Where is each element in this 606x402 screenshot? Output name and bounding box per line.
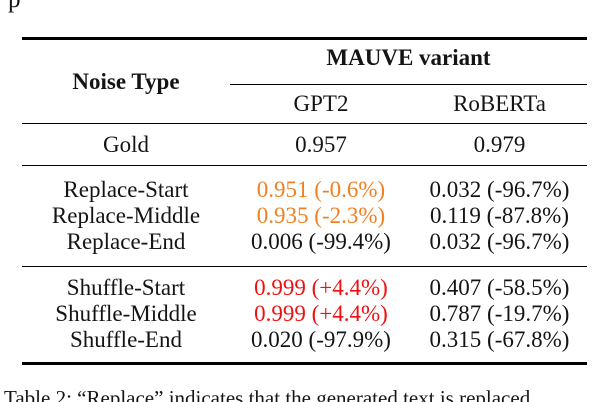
- gpt2-value-cell: 0.999 (+4.4%): [254, 275, 388, 300]
- roberta-value-cell: 0.787 (-19.7%): [429, 301, 570, 326]
- roberta-value-cell: 0.315 (-67.8%): [429, 327, 570, 352]
- noise-type-cell: Shuffle-Middle: [55, 301, 197, 326]
- noise-type-cell: Shuffle-Start: [66, 275, 186, 300]
- table-row: Shuffle-End 0.020 (-97.9%) 0.315 (-67.8%…: [22, 327, 587, 353]
- table-rule-below-gold: [22, 165, 587, 167]
- clipped-text-fragment: p: [8, 0, 21, 12]
- column-header-roberta: RoBERTa: [453, 91, 546, 116]
- column-header-gpt2: GPT2: [293, 91, 349, 116]
- gpt2-value-cell: 0.957: [295, 131, 347, 157]
- roberta-value-cell: 0.032 (-96.7%): [429, 177, 570, 202]
- noise-type-cell: Replace-End: [66, 229, 186, 254]
- table-cmidrule: [230, 84, 587, 86]
- table-header: Noise Type MAUVE variant GPT2 RoBERTa: [22, 40, 587, 123]
- noise-type-cell: Replace-Middle: [51, 203, 201, 228]
- column-header-noise-type: Noise Type: [72, 68, 180, 94]
- gpt2-value-cell: 0.951 (-0.6%): [256, 177, 386, 202]
- gold-row-group: Gold 0.957 0.979: [22, 124, 587, 165]
- roberta-value-cell: 0.979: [473, 131, 526, 157]
- gpt2-value-cell: 0.006 (-99.4%): [251, 229, 391, 254]
- table-rule-below-replace: [22, 266, 587, 268]
- table-row: Shuffle-Start 0.999 (+4.4%) 0.407 (-58.5…: [22, 275, 587, 301]
- table-row: Gold 0.957 0.979: [22, 132, 587, 158]
- gpt2-value-cell: 0.020 (-97.9%): [251, 327, 391, 352]
- table-rule-bottom: [22, 362, 587, 365]
- noise-type-cell: Shuffle-End: [69, 327, 182, 352]
- gpt2-value-cell: 0.999 (+4.4%): [254, 301, 388, 326]
- noise-type-cell: Replace-Start: [63, 177, 189, 202]
- table-rule-below-header: [22, 123, 587, 125]
- sub-column-headers: GPT2 RoBERTa: [230, 85, 587, 123]
- table-row: Replace-End 0.006 (-99.4%) 0.032 (-96.7%…: [22, 229, 587, 255]
- table-row: Replace-Middle 0.935 (-2.3%) 0.119 (-87.…: [22, 203, 587, 229]
- shuffle-row-group: Shuffle-Start 0.999 (+4.4%) 0.407 (-58.5…: [22, 267, 587, 362]
- table-row: Shuffle-Middle 0.999 (+4.4%) 0.787 (-19.…: [22, 301, 587, 327]
- column-group-header-mauve-variant: MAUVE variant: [326, 45, 491, 70]
- table-caption: Table 2: “Replace” indicates that the ge…: [4, 386, 531, 402]
- noise-type-cell: Gold: [103, 131, 149, 157]
- roberta-value-cell: 0.032 (-96.7%): [429, 229, 570, 254]
- roberta-value-cell: 0.119 (-87.8%): [429, 203, 570, 228]
- table-row: Replace-Start 0.951 (-0.6%) 0.032 (-96.7…: [22, 177, 587, 203]
- gpt2-value-cell: 0.935 (-2.3%): [256, 203, 386, 228]
- table-rule-top: [22, 37, 587, 40]
- replace-row-group: Replace-Start 0.951 (-0.6%) 0.032 (-96.7…: [22, 166, 587, 266]
- roberta-value-cell: 0.407 (-58.5%): [429, 275, 570, 300]
